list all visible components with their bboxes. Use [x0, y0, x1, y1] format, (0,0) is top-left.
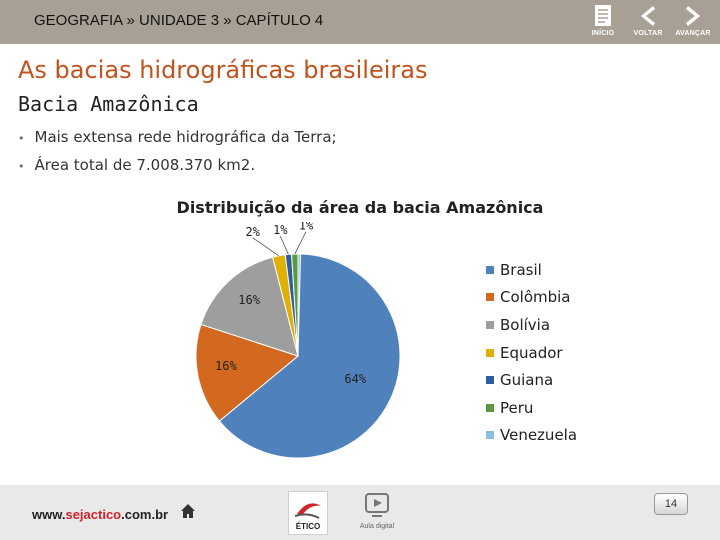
bullet-dot-icon: • [18, 132, 25, 145]
chevron-left-icon [641, 6, 655, 26]
legend-item: Venezuela [486, 422, 577, 450]
legend-swatch [486, 403, 494, 412]
legend-label: Venezuela [500, 426, 578, 445]
legend-swatch [486, 320, 494, 329]
voltar-label: VOLTAR [633, 30, 663, 37]
legend-label: Equador [500, 343, 563, 362]
aula-digital-button[interactable]: Aula digital [354, 491, 400, 537]
page-subtitle: Bacia Amazônica [18, 92, 199, 116]
bullet-item: • Mais extensa rede hidrográfica da Terra… [18, 128, 337, 146]
inicio-label: INÍCIO [591, 30, 615, 37]
data-label: 16% [215, 359, 237, 373]
legend-item: Brasil [486, 256, 577, 284]
bullet-text: Mais extensa rede hidrográfica da Terra; [34, 128, 337, 146]
page-number: 14 [654, 493, 688, 515]
data-label: 1% [273, 223, 288, 237]
legend-label: Brasil [500, 260, 542, 279]
bullet-item: • Área total de 7.008.370 km2. [18, 156, 337, 174]
site-link[interactable]: www.sejactico.com.br [32, 507, 169, 522]
data-label: 64% [344, 372, 366, 386]
pie-slice-colômbia [195, 323, 300, 422]
data-label: 1% [299, 222, 314, 233]
leader-line [252, 237, 280, 257]
bullet-text: Área total de 7.008.370 km2. [34, 156, 256, 174]
pie-slice-venezuela [297, 253, 302, 357]
legend-item: Equador [486, 339, 577, 367]
legend-swatch [486, 293, 494, 302]
chart-legend: Brasil Colômbia Bolívia Equador Guiana Peru Ve… [486, 256, 577, 449]
document-icon [595, 5, 611, 26]
legend-swatch [486, 265, 494, 274]
legend-swatch [486, 348, 494, 357]
avancar-label: AVANÇAR [675, 30, 711, 37]
legend-item: Colômbia [486, 284, 577, 312]
svg-text:ÉTICO: ÉTICO [296, 522, 320, 531]
data-label: 16% [238, 293, 260, 307]
legend-label: Bolívia [500, 315, 551, 334]
breadcrumb: GEOGRAFIA » UNIDADE 3 » CAPÍTULO 4 [34, 12, 324, 29]
top-bar: GEOGRAFIA » UNIDADE 3 » CAPÍTULO 4 INÍCI… [0, 0, 720, 44]
legend-label: Colômbia [500, 288, 571, 307]
data-label: 2% [245, 225, 260, 239]
etico-logo: ÉTICO [288, 491, 328, 535]
pie-slice-bolívia [200, 256, 299, 357]
bullet-list: • Mais extensa rede hidrográfica da Terra… [18, 128, 337, 184]
bullet-dot-icon: • [18, 160, 25, 173]
pie-chart: 64% 16% 16% 2% 1% 1% [195, 222, 401, 459]
legend-swatch [486, 376, 494, 385]
legend-swatch [486, 431, 494, 440]
home-icon[interactable] [180, 503, 196, 519]
aula-digital-label: Aula digital [359, 523, 395, 530]
legend-item: Bolívia [486, 311, 577, 339]
legend-label: Peru [500, 398, 534, 417]
legend-label: Guiana [500, 371, 554, 390]
legend-item: Peru [486, 394, 577, 422]
page-title: As bacias hidrográficas brasileiras [18, 56, 428, 84]
leader-line [279, 235, 289, 255]
avancar-button[interactable]: AVANÇAR [673, 4, 713, 42]
voltar-button[interactable]: VOLTAR [628, 4, 668, 42]
chevron-right-icon [686, 6, 700, 26]
play-icon [365, 493, 389, 517]
leader-line [294, 231, 307, 255]
pie-slice-brasil [218, 253, 401, 459]
chart-title: Distribuição da área da bacia Amazônica [176, 198, 544, 217]
inicio-button[interactable]: INÍCIO [583, 4, 623, 42]
footer: www.sejactico.com.br ÉTICO Aula digital … [0, 485, 720, 540]
legend-item: Guiana [486, 366, 577, 394]
